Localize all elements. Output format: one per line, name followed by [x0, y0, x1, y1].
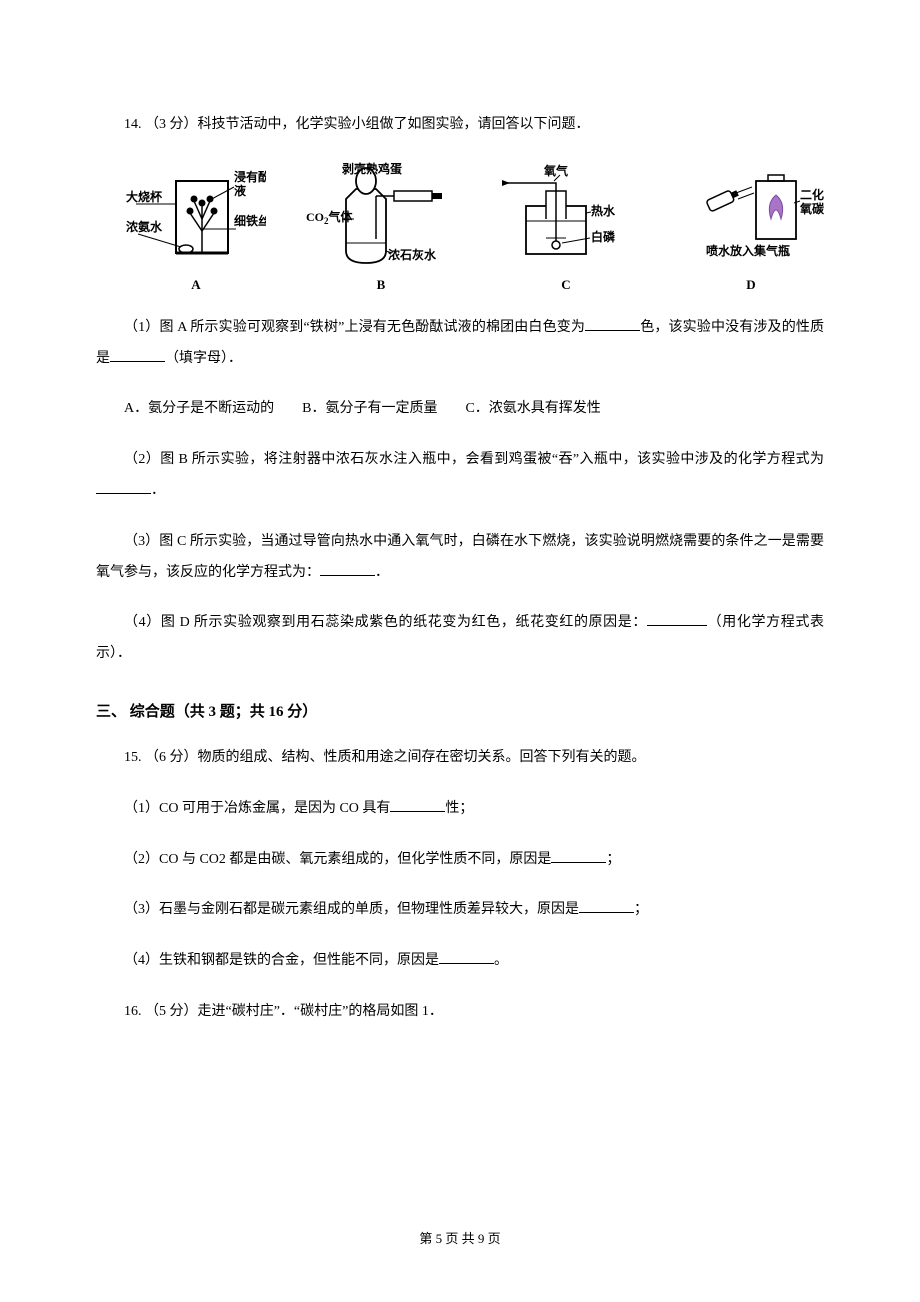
q15-p2a: （2）CO 与 CO2 都是由碳、氧元素组成的，但化学性质不同，原因是	[124, 852, 551, 867]
q15-stem: 15. （6 分）物质的组成、结构、性质和用途之间存在密切关系。回答下列有关的题…	[96, 743, 824, 774]
blank	[579, 912, 634, 913]
q14-p4: （4）图 D 所示实验观察到用石蕊染成紫色的纸花变为红色，纸花变红的原因是：（用…	[96, 608, 824, 670]
diagram-label-b: B	[377, 277, 386, 293]
q14-p3: （3）图 C 所示实验，当通过导管向热水中通入氧气时，白磷在水下燃烧，该实验说明…	[96, 527, 824, 589]
diagram-cell-d: 二化 氧碳 喷水放入集气瓶 D	[676, 161, 826, 293]
q15-p4: （4）生铁和钢都是铁的合金，但性能不同，原因是 。	[96, 946, 824, 977]
section3-title: 三、 综合题（共 3 题；共 16 分）	[96, 700, 824, 721]
blank	[390, 811, 445, 812]
blank	[110, 361, 165, 362]
label-co2-bot: 氧碳	[799, 201, 825, 216]
q15-p3: （3）石墨与金刚石都是碳元素组成的单质，但物理性质差异较大，原因是 ；	[96, 895, 824, 926]
label-egg: 剥壳熟鸡蛋	[342, 161, 402, 176]
diagram-svg-b: 剥壳熟鸡蛋 CO2气体 浓石灰水	[306, 161, 456, 271]
label-phos: 白磷	[591, 229, 616, 244]
diagram-cell-c: 氧气 热水 白磷 C	[496, 161, 636, 293]
label-solution-top: 浸有酚酞试	[234, 169, 266, 184]
q14-p2a: （2）图 B 所示实验，将注射器中浓石灰水注入瓶中，会看到鸡蛋被“吞”入瓶中，该…	[124, 452, 824, 467]
page-content: 14. （3 分）科技节活动中，化学实验小组做了如图实验，请回答以下问题．	[0, 0, 920, 1028]
q14-p2b: ．	[151, 483, 165, 498]
diagram-label-d: D	[746, 277, 755, 293]
q14-stem: 14. （3 分）科技节活动中，化学实验小组做了如图实验，请回答以下问题．	[96, 110, 824, 141]
q15-p1a: （1）CO 可用于冶炼金属，是因为 CO 具有	[124, 801, 390, 816]
diagram-svg-d: 二化 氧碳 喷水放入集气瓶	[676, 161, 826, 271]
blank	[439, 963, 494, 964]
label-oxygen: 氧气	[543, 163, 568, 178]
label-lime: 浓石灰水	[388, 247, 437, 262]
q14-p3b: ．	[375, 565, 389, 580]
q15-p4b: 。	[494, 953, 508, 968]
q14-options: A．氨分子是不断运动的 B．氨分子有一定质量 C．浓氨水具有挥发性	[96, 394, 824, 425]
label-solution-bot: 液	[234, 183, 246, 198]
label-co2-top: 二化	[800, 187, 824, 202]
diagram-label-a: A	[191, 277, 200, 293]
q14-diagram: 大烧杯 浓氨水 细铁丝 浸有酚酞试 液 A	[126, 161, 824, 293]
q14-p3a: （3）图 C 所示实验，当通过导管向热水中通入氧气时，白磷在水下燃烧，该实验说明…	[96, 534, 824, 580]
q15-p4a: （4）生铁和钢都是铁的合金，但性能不同，原因是	[124, 953, 439, 968]
diagram-cell-b: 剥壳熟鸡蛋 CO2气体 浓石灰水 B	[306, 161, 456, 293]
diagram-svg-a: 大烧杯 浓氨水 细铁丝 浸有酚酞试 液	[126, 161, 266, 271]
q14-p2: （2）图 B 所示实验，将注射器中浓石灰水注入瓶中，会看到鸡蛋被“吞”入瓶中，该…	[96, 445, 824, 507]
blank	[320, 575, 375, 576]
diagram-cell-a: 大烧杯 浓氨水 细铁丝 浸有酚酞试 液 A	[126, 161, 266, 293]
blank	[96, 493, 151, 494]
q15-p3b: ；	[634, 902, 648, 917]
q14-p1a: （1）图 A 所示实验可观察到“铁树”上浸有无色酚酞试液的棉团由白色变为	[124, 320, 585, 335]
diagram-svg-c: 氧气 热水 白磷	[496, 161, 636, 271]
q14-p1: （1）图 A 所示实验可观察到“铁树”上浸有无色酚酞试液的棉团由白色变为色，该实…	[96, 313, 824, 375]
blank	[585, 330, 640, 331]
q14-p4a: （4）图 D 所示实验观察到用石蕊染成紫色的纸花变为红色，纸花变红的原因是：	[124, 615, 647, 630]
diagram-label-c: C	[561, 277, 570, 293]
blank	[647, 625, 707, 626]
q15-p2b: ；	[606, 852, 620, 867]
q16-stem: 16. （5 分）走进“碳村庄”．“碳村庄”的格局如图 1．	[96, 997, 824, 1028]
q15-p3a: （3）石墨与金刚石都是碳元素组成的单质，但物理性质差异较大，原因是	[124, 902, 579, 917]
label-hotwater: 热水	[591, 203, 616, 218]
q14-p1c: （填字母）．	[165, 351, 242, 366]
label-gas: CO2气体	[306, 209, 354, 226]
page-footer: 第 5 页 共 9 页	[0, 1228, 920, 1247]
label-ammonia: 浓氨水	[126, 219, 163, 234]
q15-p1b: 性；	[445, 801, 473, 816]
label-beaker: 大烧杯	[126, 189, 163, 204]
label-wire: 细铁丝	[234, 213, 266, 228]
label-spray: 喷水放入集气瓶	[706, 243, 790, 258]
q15-p2: （2）CO 与 CO2 都是由碳、氧元素组成的，但化学性质不同，原因是 ；	[96, 845, 824, 876]
blank	[551, 862, 606, 863]
q15-p1: （1）CO 可用于冶炼金属，是因为 CO 具有 性；	[96, 794, 824, 825]
